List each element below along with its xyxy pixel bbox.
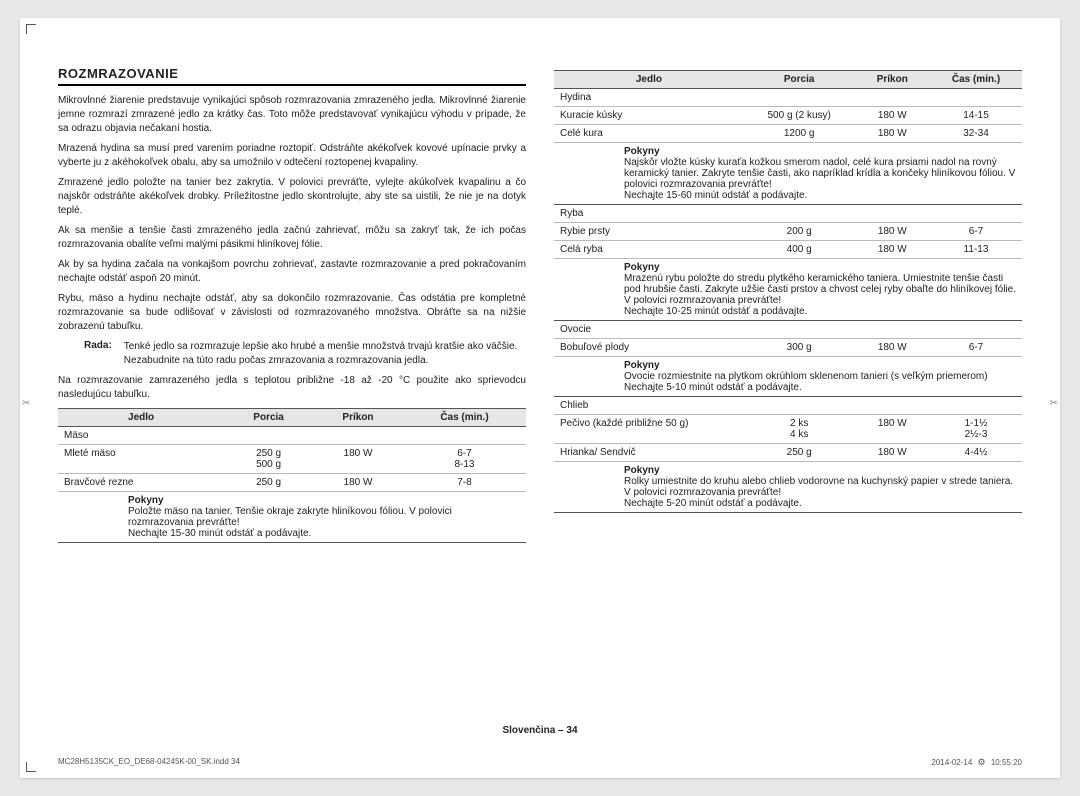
left-column: Rozmrazovanie Mikrovlnné žiarenie predst… xyxy=(58,66,526,543)
gear-icon: ⚙ xyxy=(978,757,986,767)
time-cell: 7-8 xyxy=(403,474,526,492)
portion-cell: 2 ks4 ks xyxy=(744,415,855,444)
right-column: Jedlo Porcia Príkon Čas (min.) HydinaKur… xyxy=(554,66,1022,543)
footer-date: 2014-02-14 xyxy=(931,758,972,767)
th-food: Jedlo xyxy=(554,71,744,89)
crop-mark-bl xyxy=(26,762,36,772)
time-cell: 4-4½ xyxy=(930,444,1022,462)
power-cell: 180 W xyxy=(855,107,931,125)
time-cell: 6-78-13 xyxy=(403,445,526,474)
instructions-cell: PokynyOvocie rozmiestnite na plytkom okr… xyxy=(554,357,1022,397)
time-cell: 11-13 xyxy=(930,241,1022,259)
section-head: Chlieb xyxy=(554,397,1022,415)
time-cell: 32-34 xyxy=(930,125,1022,143)
power-cell: 180 W xyxy=(855,444,931,462)
time-cell: 1-1½2½-3 xyxy=(930,415,1022,444)
portion-cell: 400 g xyxy=(744,241,855,259)
para-4: Ak sa menšie a tenšie časti zmrazeného j… xyxy=(58,224,526,252)
food-cell: Rybie prsty xyxy=(554,223,744,241)
content-columns: Rozmrazovanie Mikrovlnné žiarenie predst… xyxy=(58,66,1022,543)
para-2: Mrazená hydina sa musí pred varením pori… xyxy=(58,142,526,170)
para-6: Rybu, mäso a hydinu nechajte odstáť, aby… xyxy=(58,292,526,334)
section-head: Ovocie xyxy=(554,321,1022,339)
portion-cell: 300 g xyxy=(744,339,855,357)
power-cell: 180 W xyxy=(855,241,931,259)
tip-label: Rada: xyxy=(58,340,112,368)
section-heading: Rozmrazovanie xyxy=(58,66,526,86)
portion-cell: 500 g (2 kusy) xyxy=(744,107,855,125)
portion-cell: 250 g500 g xyxy=(224,445,313,474)
power-cell: 180 W xyxy=(855,223,931,241)
th-time: Čas (min.) xyxy=(403,409,526,427)
para-3: Zmrazené jedlo položte na tanier bez zak… xyxy=(58,176,526,218)
power-cell: 180 W xyxy=(855,125,931,143)
th-power: Príkon xyxy=(855,71,931,89)
section-head: Ryba xyxy=(554,205,1022,223)
power-cell: 180 W xyxy=(855,415,931,444)
portion-cell: 250 g xyxy=(224,474,313,492)
page-number: Slovenčina – 34 xyxy=(20,725,1060,736)
instructions-cell: PokynyMrazenú rybu položte do stredu ply… xyxy=(554,259,1022,321)
th-portion: Porcia xyxy=(744,71,855,89)
food-cell: Kuracie kúsky xyxy=(554,107,744,125)
food-cell: Celé kura xyxy=(554,125,744,143)
food-cell: Bobuľové plody xyxy=(554,339,744,357)
food-cell: Celá ryba xyxy=(554,241,744,259)
tip-text: Tenké jedlo sa rozmrazuje lepšie ako hru… xyxy=(124,340,526,368)
manual-page: ✂ ✂ Rozmrazovanie Mikrovlnné žiarenie pr… xyxy=(20,18,1060,778)
instructions-cell: PokynyRolky umiestnite do kruhu alebo ch… xyxy=(554,462,1022,513)
para-1: Mikrovlnné žiarenie predstavuje vynikajú… xyxy=(58,94,526,136)
instructions-cell: PokynyPoložte mäso na tanier. Tenšie okr… xyxy=(58,492,526,543)
footer-filename: MC28H5135CK_EO_DE68-04245K-00_SK.indd 34 xyxy=(58,757,240,768)
crop-mark-tl xyxy=(26,24,36,34)
power-cell: 180 W xyxy=(855,339,931,357)
th-food: Jedlo xyxy=(58,409,224,427)
section-meat: Mäso xyxy=(58,427,526,445)
defrost-table-left: Jedlo Porcia Príkon Čas (min.) MäsoMleté… xyxy=(58,408,526,543)
para-5: Ak by sa hydina začala na vonkajšom povr… xyxy=(58,258,526,286)
instructions-cell: PokynyNajskôr vložte kúsky kuraťa kožkou… xyxy=(554,143,1022,205)
food-cell: Mleté mäso xyxy=(58,445,224,474)
time-cell: 14-15 xyxy=(930,107,1022,125)
footer-datetime: 2014-02-14 ⚙ 10:55:20 xyxy=(931,757,1022,768)
section-head: Hydina xyxy=(554,89,1022,107)
th-time: Čas (min.) xyxy=(930,71,1022,89)
th-portion: Porcia xyxy=(224,409,313,427)
portion-cell: 1200 g xyxy=(744,125,855,143)
power-cell: 180 W xyxy=(313,445,403,474)
food-cell: Bravčové rezne xyxy=(58,474,224,492)
food-cell: Hrianka/ Sendvič xyxy=(554,444,744,462)
time-cell: 6-7 xyxy=(930,339,1022,357)
power-cell: 180 W xyxy=(313,474,403,492)
para-after-tip: Na rozmrazovanie zamrazeného jedla s tep… xyxy=(58,374,526,402)
portion-cell: 200 g xyxy=(744,223,855,241)
food-cell: Pečivo (každé približne 50 g) xyxy=(554,415,744,444)
print-footer: MC28H5135CK_EO_DE68-04245K-00_SK.indd 34… xyxy=(58,757,1022,768)
footer-time: 10:55:20 xyxy=(991,758,1022,767)
cut-mark-left: ✂ xyxy=(22,398,30,409)
th-power: Príkon xyxy=(313,409,403,427)
cut-mark-right: ✂ xyxy=(1050,398,1058,409)
tip-block: Rada: Tenké jedlo sa rozmrazuje lepšie a… xyxy=(58,340,526,368)
portion-cell: 250 g xyxy=(744,444,855,462)
defrost-table-right: Jedlo Porcia Príkon Čas (min.) HydinaKur… xyxy=(554,70,1022,513)
time-cell: 6-7 xyxy=(930,223,1022,241)
